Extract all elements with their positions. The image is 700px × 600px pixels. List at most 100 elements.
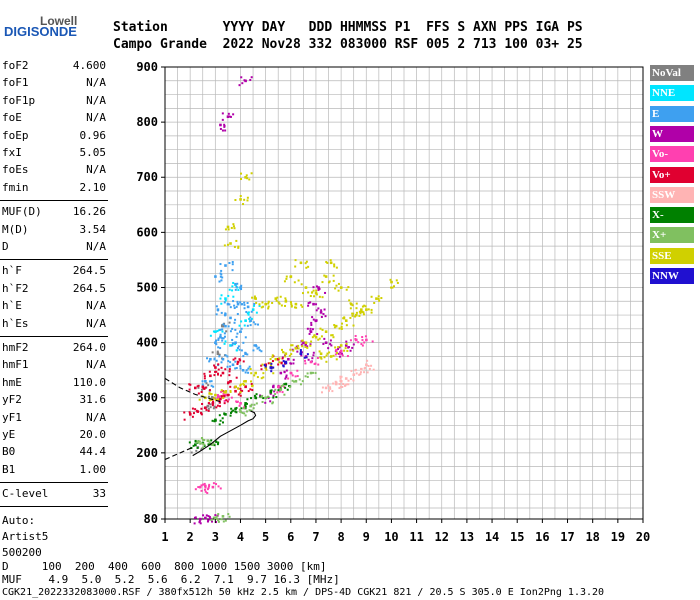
data-point-cloud <box>195 409 198 412</box>
data-point-cloud <box>308 332 311 335</box>
data-point-cloud <box>236 313 239 316</box>
data-point-cloud <box>259 394 262 397</box>
data-point-cloud <box>272 384 275 387</box>
data-point <box>193 443 197 446</box>
data-point-cloud <box>354 315 357 318</box>
data-point-cloud <box>221 276 224 279</box>
x-tick-label: 15 <box>510 530 524 544</box>
data-point-cloud <box>323 274 326 277</box>
data-point-cloud <box>250 383 253 386</box>
param-row: foEp 0.96 <box>2 129 106 143</box>
data-point-cloud <box>321 328 324 331</box>
data-point-cloud <box>284 297 287 300</box>
data-point-cloud <box>396 281 399 284</box>
data-point <box>224 413 227 416</box>
x-tick-label: 7 <box>312 530 319 544</box>
data-point-cloud <box>219 419 222 422</box>
data-point-cloud <box>243 412 246 415</box>
data-point-cloud <box>197 486 200 489</box>
data-point <box>236 302 240 306</box>
data-point-cloud <box>291 379 294 382</box>
data-point-cloud <box>226 400 229 403</box>
data-point-cloud <box>278 390 281 393</box>
data-point-cloud <box>270 362 273 365</box>
data-point-cloud <box>321 386 324 389</box>
data-point-cloud <box>200 391 203 394</box>
data-point-cloud <box>249 368 252 371</box>
data-point-cloud <box>322 342 325 345</box>
footer-muf-row: MUF 4.9 5.0 5.2 5.6 6.2 7.1 9.7 16.3 [MH… <box>2 573 340 586</box>
data-point-cloud <box>255 397 258 400</box>
data-point-cloud <box>361 305 364 308</box>
data-point-cloud <box>309 344 312 347</box>
param-row: foF1 N/A <box>2 76 106 90</box>
data-point-cloud <box>250 317 253 320</box>
data-point-cloud <box>213 444 216 447</box>
data-point-cloud <box>216 515 219 518</box>
data-point <box>324 341 328 345</box>
data-point-cloud <box>345 383 348 386</box>
data-point <box>219 335 222 339</box>
data-point <box>352 373 356 376</box>
legend-item: NoVal <box>650 65 694 81</box>
data-point-cloud <box>277 389 280 392</box>
data-point-cloud <box>221 328 224 331</box>
data-point-cloud <box>266 395 269 398</box>
data-point-cloud <box>219 275 222 278</box>
data-point-cloud <box>235 239 238 242</box>
data-point-cloud <box>289 301 292 304</box>
data-point-cloud <box>246 177 249 180</box>
data-point-cloud <box>219 263 222 266</box>
data-point-cloud <box>227 228 230 231</box>
data-point-cloud <box>243 307 246 310</box>
data-point-cloud <box>345 324 348 327</box>
data-point-cloud <box>231 269 234 272</box>
data-point-cloud <box>370 364 373 367</box>
data-point-cloud <box>298 378 301 381</box>
data-point-cloud <box>220 279 223 282</box>
data-point-cloud <box>351 304 354 307</box>
data-point-cloud <box>292 349 295 352</box>
data-point-cloud <box>339 385 342 388</box>
data-point-cloud <box>217 485 220 488</box>
param-value: 264.0 <box>72 341 106 354</box>
data-point-cloud <box>244 405 247 408</box>
data-point-cloud <box>373 301 376 304</box>
data-point-cloud <box>282 365 285 368</box>
data-point-cloud <box>332 274 335 277</box>
param-value: N/A <box>86 358 106 372</box>
param-value: 264.5 <box>72 281 106 295</box>
data-point-cloud <box>311 316 314 319</box>
data-point-cloud <box>260 377 263 380</box>
data-point-cloud <box>352 312 355 315</box>
data-point-cloud <box>347 286 350 289</box>
data-point-cloud <box>285 369 288 372</box>
data-point-cloud <box>202 483 205 486</box>
data-point-cloud <box>226 243 229 246</box>
data-point-cloud <box>227 325 230 328</box>
data-point-cloud <box>201 442 204 445</box>
data-point-cloud <box>216 309 219 312</box>
data-point-cloud <box>246 402 249 405</box>
x-tick-label: 5 <box>262 530 269 544</box>
data-point-cloud <box>301 305 304 308</box>
data-point-cloud <box>207 407 210 410</box>
data-point-cloud <box>320 357 323 360</box>
data-point <box>241 368 245 372</box>
data-point-cloud <box>307 304 310 307</box>
data-point-cloud <box>226 382 229 385</box>
data-point-cloud <box>391 286 394 289</box>
data-point <box>314 335 318 339</box>
data-point-cloud <box>234 199 237 202</box>
data-point-cloud <box>229 115 232 118</box>
data-point <box>339 344 343 347</box>
data-point-cloud <box>281 348 284 351</box>
data-point-cloud <box>337 282 340 285</box>
data-point-cloud <box>296 369 299 372</box>
data-point-cloud <box>290 304 293 307</box>
data-point-cloud <box>300 343 303 346</box>
data-point-cloud <box>352 343 355 346</box>
data-point-cloud <box>351 314 354 317</box>
data-point-cloud <box>306 353 309 356</box>
data-point-cloud <box>348 299 351 302</box>
